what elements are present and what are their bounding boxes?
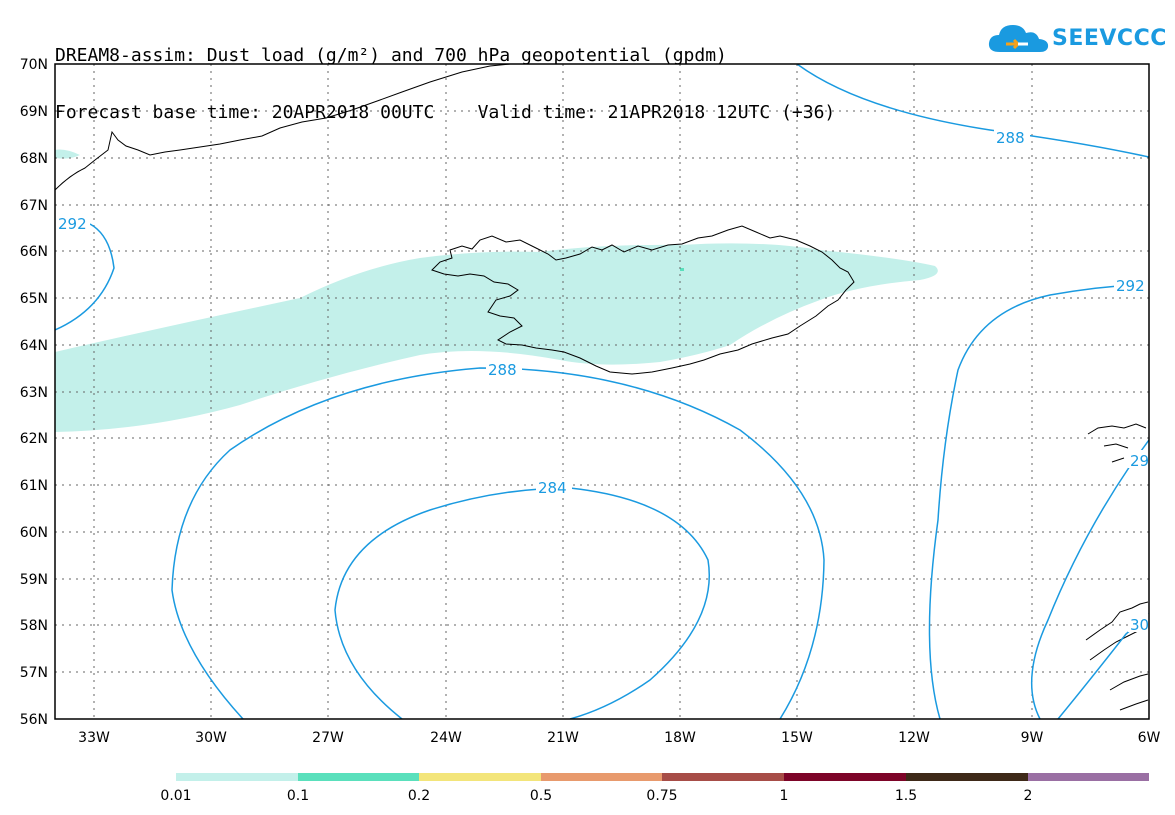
colorbar-labels: 0.01 0.1 0.2 0.5 0.75 1 1.5 2 (160, 788, 1032, 804)
lat-label: 70N (20, 57, 48, 73)
lat-label: 59N (20, 572, 48, 588)
colorbar-segment (176, 773, 298, 781)
lat-label: 69N (20, 104, 48, 120)
lat-axis: 70N 69N 68N 67N 66N 65N 64N 63N 62N 61N … (20, 57, 48, 728)
dust-load-area-north (55, 149, 80, 159)
colorbar (176, 773, 1149, 781)
seevccc-logo: SEEVCCC (988, 18, 1167, 58)
colorbar-label: 0.2 (408, 788, 430, 804)
lon-axis: 33W 30W 27W 24W 21W 18W 15W 12W 9W 6W (78, 730, 1160, 746)
lon-label: 27W (312, 730, 344, 746)
contour-292-east (928, 283, 1149, 719)
lon-label: 15W (781, 730, 813, 746)
colorbar-label: 0.1 (287, 788, 309, 804)
lat-label: 67N (20, 198, 48, 214)
lon-label: 12W (898, 730, 930, 746)
colorbar-segment (298, 773, 419, 781)
colorbar-label: 0.01 (160, 788, 191, 804)
title-line-1: DREAM8-assim: Dust load (g/m²) and 700 h… (55, 45, 727, 66)
map-title: DREAM8-assim: Dust load (g/m²) and 700 h… (55, 8, 835, 141)
lat-label: 60N (20, 525, 48, 541)
faroe-coastline (1087, 423, 1147, 463)
contour-label-30x: 30 (1130, 616, 1149, 634)
lat-label: 61N (20, 478, 48, 494)
lon-label: 24W (430, 730, 462, 746)
colorbar-segment (906, 773, 1028, 781)
lon-label: 9W (1021, 730, 1044, 746)
logo-text: SEEVCCC (1052, 25, 1167, 51)
contour-label-288-north: 288 (996, 129, 1025, 147)
contour-284 (334, 487, 710, 719)
geopotential-contours (55, 64, 1149, 719)
lon-label: 6W (1138, 730, 1161, 746)
contour-label-292-west: 292 (58, 215, 87, 233)
colorbar-label: 1.5 (895, 788, 917, 804)
lon-label: 33W (78, 730, 110, 746)
contour-292-west (55, 223, 115, 331)
lat-label: 57N (20, 665, 48, 681)
colorbar-label: 0.5 (530, 788, 552, 804)
cloud-icon (988, 25, 1049, 52)
contour-label-292-east: 292 (1116, 277, 1145, 295)
greenland-coastline (55, 64, 511, 191)
dust-load-dot (680, 268, 684, 271)
colorbar-segment (1028, 773, 1149, 781)
lon-label: 21W (547, 730, 579, 746)
lat-label: 68N (20, 151, 48, 167)
lat-label: 58N (20, 618, 48, 634)
contour-288-north (796, 64, 1149, 158)
contour-labels: 292 288 288 292 284 29 30 (56, 128, 1149, 634)
lat-label: 66N (20, 244, 48, 260)
dust-load-area (55, 243, 938, 432)
colorbar-label: 1 (780, 788, 789, 804)
map-frame (54, 63, 1150, 720)
contour-30x (1057, 613, 1149, 719)
colorbar-label: 2 (1024, 788, 1033, 804)
contour-29x (1030, 439, 1149, 719)
lat-label: 56N (20, 712, 48, 728)
lat-label: 63N (20, 385, 48, 401)
colorbar-label: 0.75 (646, 788, 677, 804)
title-line-2: Forecast base time: 20APR2018 00UTC Vali… (55, 102, 836, 123)
lat-gridlines (55, 110, 1149, 673)
iceland-coastline (431, 225, 855, 375)
contour-label-284: 284 (538, 479, 567, 497)
lon-label: 30W (195, 730, 227, 746)
contour-288-south (171, 367, 825, 719)
lon-label: 18W (664, 730, 696, 746)
colorbar-segment (541, 773, 662, 781)
lat-label: 65N (20, 291, 48, 307)
contour-label-288-south: 288 (488, 361, 517, 379)
colorbar-segment (662, 773, 784, 781)
contour-label-29x: 29 (1130, 452, 1149, 470)
colorbar-segment (419, 773, 541, 781)
lat-label: 62N (20, 431, 48, 447)
lat-label: 64N (20, 338, 48, 354)
colorbar-segment (784, 773, 906, 781)
